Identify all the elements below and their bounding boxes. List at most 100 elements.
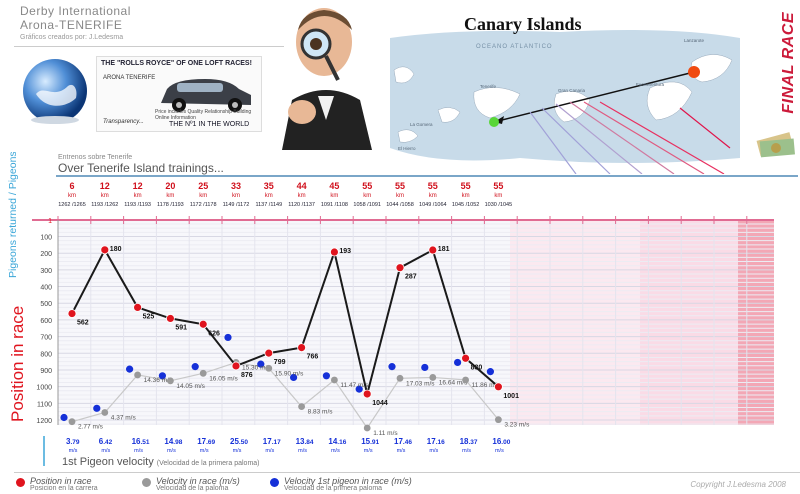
map-label-lanzarote: Lanzarote [684,38,705,43]
legend-position: Position in race Posicion en la carrera [16,476,98,492]
distance-unit: km [68,193,76,199]
y-tick-label: 900 [40,368,52,375]
distance-unit: km [429,193,437,199]
distance-unit: km [462,193,470,199]
distance-unit: km [396,193,404,199]
first-velocity-marker [454,358,462,367]
footer-divider [14,472,800,473]
first-velocity-unit: m/s [167,448,176,454]
y-tick-label: 600 [40,318,52,325]
first-velocity-subtitle: (Velocidad de la primera paloma) [156,460,260,467]
future-band-1 [510,220,640,425]
position-label: 876 [241,372,253,379]
position-label: 1001 [503,393,519,400]
position-label: 180 [110,246,122,253]
first-velocity-unit: m/s [265,448,274,454]
pigeons-count: 1262 /1265 [58,202,86,208]
first-velocity-marker [126,365,134,373]
first-velocity-marker [290,373,298,382]
first-velocity-value: 15.91 [361,437,379,446]
first-velocity-marker [421,363,429,372]
pigeons-side-label: Pigeons returned / Pigeons sent [7,152,19,278]
velocity-label: 17.03 m/s [406,380,435,387]
velocity-label: 11.86 m/s [472,382,501,389]
y-tick-label: 1200 [36,418,52,425]
distance-value: 55 [493,181,503,191]
legend-position-label: Position in race [30,476,92,486]
pigeons-count: 1193 /1193 [124,202,151,208]
position-marker [395,263,405,273]
position-label: 1044 [372,400,388,407]
first-velocity-value: 17.16 [427,437,445,446]
first-velocity-marker [93,404,101,412]
velocity-marker [495,416,502,424]
distance-value: 6 [69,181,74,191]
velocity-marker [101,409,109,416]
position-marker [100,245,110,255]
legend-velocity: Velocity in race (m/s) Velocidad de la p… [142,476,240,492]
promo-headline: THE "ROLLS ROYCE" OF ONE LOFT RACES! [101,60,252,67]
first-velocity-value: 17.17 [263,437,281,446]
velocity-marker [68,418,76,426]
first-velocity-unit: m/s [429,448,438,454]
first-velocity-marker [486,368,494,376]
money-icon [756,132,795,158]
position-marker [133,303,143,312]
distance-value: 55 [362,181,372,191]
velocity-marker [167,377,174,385]
position-marker [362,389,372,399]
globe-logo [20,56,90,126]
first-velocity-unit: m/s [69,448,78,454]
velocity-marker [462,376,469,384]
promo-tagline: THE Nº1 IN THE WORLD [169,121,250,128]
first-velocity-marker [60,413,68,422]
promo-small-text: Price includes Quality Relationship Buil… [155,109,252,121]
position-marker [329,247,339,257]
pigeons-count: 1091 /1108 [321,202,348,208]
pigeons-count: 1030 /1045 [485,202,513,208]
distance-unit: km [166,193,174,199]
distance-unit: km [199,193,207,199]
distance-value: 33 [231,181,241,191]
legend-velocity-label: Velocity in race (m/s) [156,476,240,486]
pigeons-count: 1049 /1064 [419,202,447,208]
position-marker [428,245,438,255]
position-label: 181 [438,246,450,253]
velocity-marker [134,371,142,379]
legend-position-sub: Posicion en la carrera [30,485,98,492]
velocity-marker [429,374,437,381]
first-velocity-unit: m/s [101,448,110,454]
map-label-grancanaria: Gran Canaria [558,88,586,93]
first-velocity-value: 17.69 [197,437,215,446]
first-velocity-note: 1st Pigeon velocity (Velocidad de la pri… [62,456,260,468]
distance-value: 55 [461,181,471,191]
velocity-label: 4.37 m/s [111,414,137,421]
first-velocity-marker [224,333,232,342]
first-velocity-unit: m/s [364,448,373,454]
velocity-label: 15.30 m/s [242,364,271,371]
svg-text:Pigeons returned / Pigeons sen: Pigeons returned / Pigeons sent [7,152,19,278]
first-velocity-unit: m/s [298,448,307,454]
pigeons-count: 1172 /1178 [190,202,217,208]
first-velocity-marker [322,372,330,380]
velocity-label: 3.23 m/s [504,422,530,429]
first-velocity-value: 25.50 [230,437,248,446]
first-velocity-value: 13.84 [296,437,314,446]
first-velocity-unit: m/s [495,448,504,454]
position-marker [198,319,208,329]
y-tick-label: 1 [48,218,52,225]
map-title: Canary Islands [464,14,582,34]
first-velocity-marker [355,385,363,393]
pigeons-count: 1178 /1193 [157,202,184,208]
distance-value: 55 [428,181,438,191]
distance-value: 12 [133,181,143,191]
credit-text: Gráficos creados por: J.Ledesma [20,34,124,41]
first-velocity-marker [191,363,199,371]
first-velocity-value: 14.98 [164,437,182,446]
position-marker [67,309,77,318]
position-marker [264,348,274,358]
training-subtitle: Entrenos sobre Tenerife [58,154,133,161]
legend-first-velocity: Velocity 1st pigeon in race (m/s) Veloci… [270,476,412,492]
first-velocity-title: 1st Pigeon velocity [62,456,154,468]
